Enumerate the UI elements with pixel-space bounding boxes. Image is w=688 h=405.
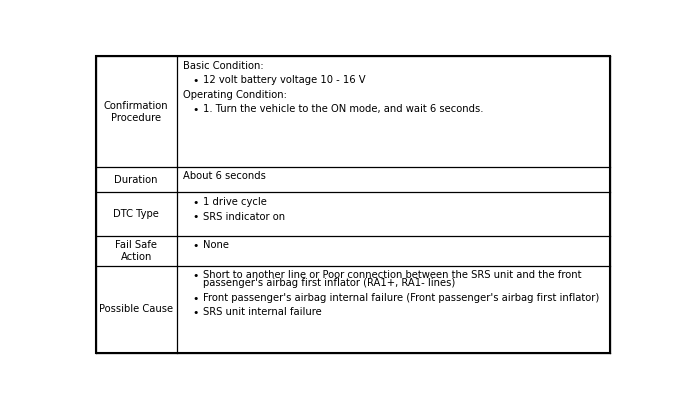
Text: SRS unit internal failure: SRS unit internal failure <box>204 307 322 318</box>
Text: SRS indicator on: SRS indicator on <box>204 211 286 222</box>
Text: 12 volt battery voltage 10 - 16 V: 12 volt battery voltage 10 - 16 V <box>204 75 366 85</box>
Text: 1 drive cycle: 1 drive cycle <box>204 197 268 207</box>
Text: Operating Condition:: Operating Condition: <box>183 90 287 100</box>
Text: •: • <box>192 294 199 304</box>
Text: Front passenger's airbag internal failure (Front passenger's airbag first inflat: Front passenger's airbag internal failur… <box>204 293 600 303</box>
Text: Duration: Duration <box>114 175 158 185</box>
Text: None: None <box>204 241 230 250</box>
Text: About 6 seconds: About 6 seconds <box>183 171 266 181</box>
Text: 1. Turn the vehicle to the ON mode, and wait 6 seconds.: 1. Turn the vehicle to the ON mode, and … <box>204 104 484 114</box>
Text: DTC Type: DTC Type <box>114 209 159 219</box>
Text: Short to another line or Poor connection between the SRS unit and the front: Short to another line or Poor connection… <box>204 270 582 280</box>
Text: •: • <box>192 241 199 252</box>
Text: passenger's airbag first inflator (RA1+, RA1- lines): passenger's airbag first inflator (RA1+,… <box>204 277 455 288</box>
Text: Basic Condition:: Basic Condition: <box>183 61 264 71</box>
Text: •: • <box>192 213 199 222</box>
Text: •: • <box>192 76 199 86</box>
Text: Fail Safe
Action: Fail Safe Action <box>115 239 157 262</box>
Text: •: • <box>192 105 199 115</box>
Text: •: • <box>192 308 199 318</box>
Text: •: • <box>192 198 199 208</box>
Text: Confirmation
Procedure: Confirmation Procedure <box>104 101 169 123</box>
Text: •: • <box>192 271 199 281</box>
Text: Possible Cause: Possible Cause <box>99 304 173 314</box>
